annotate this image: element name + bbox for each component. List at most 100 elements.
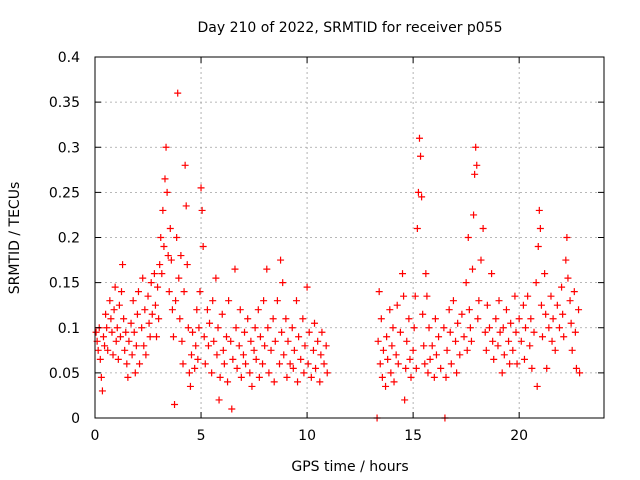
data-point	[159, 206, 167, 214]
data-point	[507, 319, 515, 327]
data-point	[520, 355, 528, 363]
data-point	[393, 301, 401, 309]
data-point	[282, 315, 290, 323]
data-point	[458, 310, 466, 318]
data-point	[130, 328, 138, 336]
data-point	[420, 342, 428, 350]
data-point	[246, 369, 254, 377]
data-point	[532, 279, 540, 287]
data-point	[123, 360, 131, 368]
data-point	[517, 337, 525, 345]
data-point	[576, 369, 584, 377]
data-point	[555, 324, 563, 332]
data-point	[376, 360, 384, 368]
data-point	[410, 324, 418, 332]
data-point	[172, 297, 180, 305]
data-point	[182, 202, 190, 210]
y-tick-label: 0.25	[49, 185, 80, 201]
data-point	[179, 360, 187, 368]
data-point	[575, 306, 583, 314]
data-point	[224, 378, 232, 386]
data-point	[132, 342, 140, 350]
data-point	[292, 297, 300, 305]
data-point	[110, 306, 118, 314]
data-point	[320, 360, 328, 368]
data-point	[251, 324, 259, 332]
data-point	[454, 319, 462, 327]
data-point	[435, 333, 443, 341]
data-point	[411, 292, 419, 300]
data-point	[462, 279, 470, 287]
data-point	[452, 337, 460, 345]
data-point	[563, 234, 571, 241]
data-point	[471, 170, 479, 178]
data-point	[403, 337, 411, 345]
data-point	[111, 283, 119, 291]
data-point	[409, 346, 417, 354]
data-point	[101, 342, 109, 350]
data-point	[419, 310, 427, 318]
data-point	[318, 328, 326, 336]
data-point	[157, 234, 165, 241]
data-point	[109, 351, 117, 359]
data-point	[522, 324, 530, 332]
chart-title: Day 210 of 2022, SRMTID for receiver p05…	[197, 20, 502, 36]
data-point	[220, 360, 228, 368]
x-tick-label: 5	[197, 428, 206, 444]
data-point	[305, 328, 313, 336]
data-point	[200, 333, 208, 341]
data-point	[449, 297, 457, 305]
x-tick-label: 15	[404, 428, 422, 444]
data-point	[473, 161, 481, 169]
data-point	[437, 364, 445, 372]
data-point	[214, 324, 222, 332]
data-point	[163, 188, 171, 196]
data-point	[394, 360, 402, 368]
data-point	[548, 337, 556, 345]
data-point	[407, 373, 415, 381]
data-point	[524, 292, 532, 300]
y-tick-label: 0.3	[58, 140, 80, 156]
data-point	[456, 351, 464, 359]
data-point	[229, 355, 237, 363]
data-point	[553, 301, 561, 309]
data-point	[479, 224, 487, 232]
data-point	[307, 373, 315, 381]
data-point	[392, 351, 400, 359]
data-point	[415, 134, 423, 142]
grid-lines	[95, 57, 604, 418]
data-point	[311, 319, 319, 327]
data-point	[156, 261, 164, 269]
data-point	[464, 234, 472, 241]
data-point	[389, 324, 397, 332]
data-point	[317, 351, 325, 359]
data-point	[299, 315, 307, 323]
data-point	[161, 175, 169, 183]
data-point	[184, 324, 192, 332]
data-point	[227, 337, 235, 345]
data-point	[113, 324, 121, 332]
data-point	[280, 351, 288, 359]
data-point	[566, 297, 574, 305]
data-point	[228, 405, 236, 413]
data-point	[139, 274, 147, 282]
data-point	[98, 387, 106, 395]
data-point	[387, 369, 395, 377]
data-point	[401, 396, 409, 404]
data-point	[219, 346, 227, 354]
data-point	[140, 342, 148, 350]
data-point	[314, 337, 322, 345]
data-point	[244, 315, 252, 323]
data-point	[213, 351, 221, 359]
data-point	[94, 346, 102, 354]
data-point	[538, 333, 546, 341]
data-point	[502, 306, 510, 314]
data-point	[239, 351, 247, 359]
data-point	[513, 360, 521, 368]
data-point	[288, 324, 296, 332]
data-point	[500, 351, 508, 359]
data-point	[138, 324, 146, 332]
data-point	[425, 324, 433, 332]
data-point	[545, 324, 553, 332]
data-point	[254, 306, 262, 314]
